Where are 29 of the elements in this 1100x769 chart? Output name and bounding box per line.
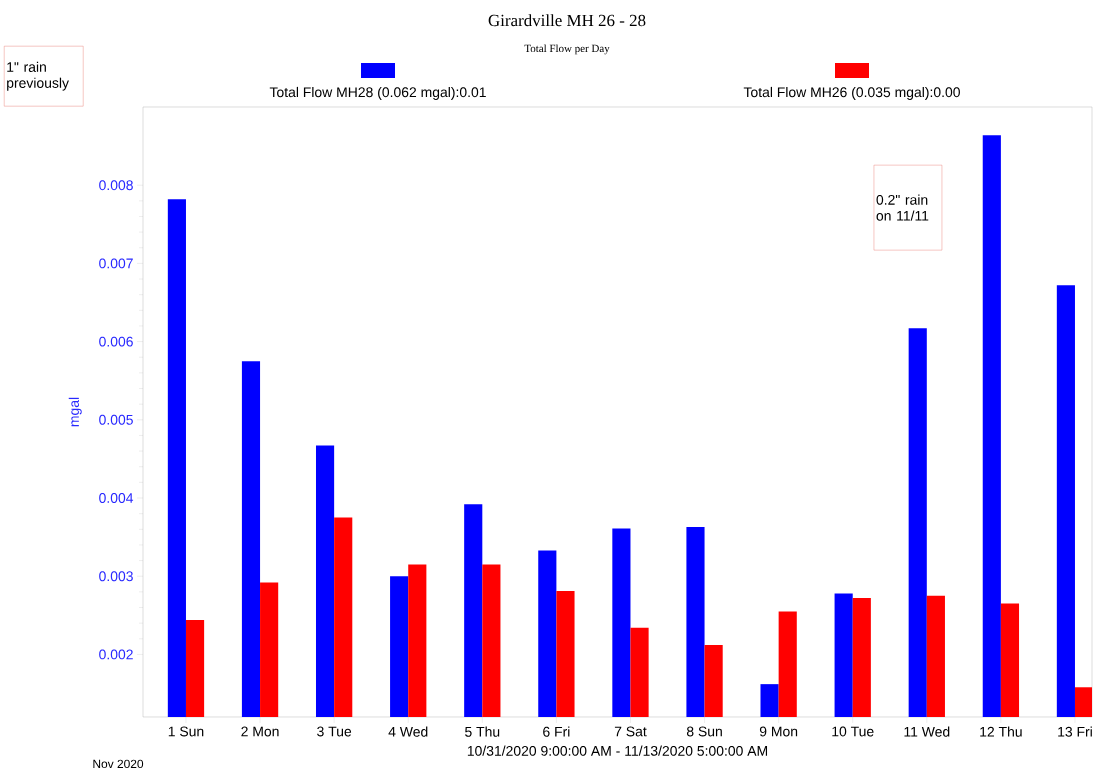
chart-subtitle: Total Flow per Day — [524, 44, 610, 55]
y-tick-label: 0.004 — [99, 493, 134, 503]
text: Nov 2020 — [93, 759, 144, 769]
x-tick-label: 4 Wed — [388, 726, 428, 737]
text: 1" rain previously — [7, 61, 69, 91]
x-tick-label: 10 Tue — [832, 726, 874, 737]
y-tick-label: 0.002 — [99, 649, 133, 660]
annotation: 0.2" rain on 11/11 — [876, 194, 929, 221]
x-axis-title: 10/31/2020 9:00:00 AM - 11/13/2020 5:00:00 AM — [467, 745, 768, 756]
x-tick-label: 1 Sun — [168, 726, 204, 737]
x-tick-label: 8 Sun — [686, 726, 722, 737]
y-tick-label: 0.007 — [99, 258, 133, 269]
legend-label: Total Flow MH26 (0.035 mgal):0.00 — [743, 86, 960, 100]
y-tick-label: 0.003 — [99, 571, 133, 582]
x-tick-label: 7 Sat — [614, 726, 647, 737]
x-tick-label: 6 Fri — [543, 726, 570, 737]
x-tick-label: 2 Mon — [241, 726, 279, 737]
y-tick-label: 0.006 — [99, 336, 133, 347]
y-axis-title: mgal — [68, 397, 82, 427]
x-tick-label: 12 Thu — [980, 726, 1022, 737]
x-tick-label: 13 Fri — [1058, 726, 1092, 737]
x-tick-label: 3 Tue — [317, 726, 352, 737]
chart-title: Girardville MH 26 - 28 — [488, 14, 646, 27]
y-tick-label: 0.008 — [99, 180, 133, 191]
legend-label: Total Flow MH28 (0.062 mgal):0.01 — [269, 86, 486, 100]
y-tick-label: 0.005 — [99, 414, 133, 425]
x-tick-label: 9 Mon — [759, 726, 798, 737]
x-tick-label: 5 Thu — [465, 726, 500, 737]
x-tick-label: 11 Wed — [904, 726, 950, 737]
